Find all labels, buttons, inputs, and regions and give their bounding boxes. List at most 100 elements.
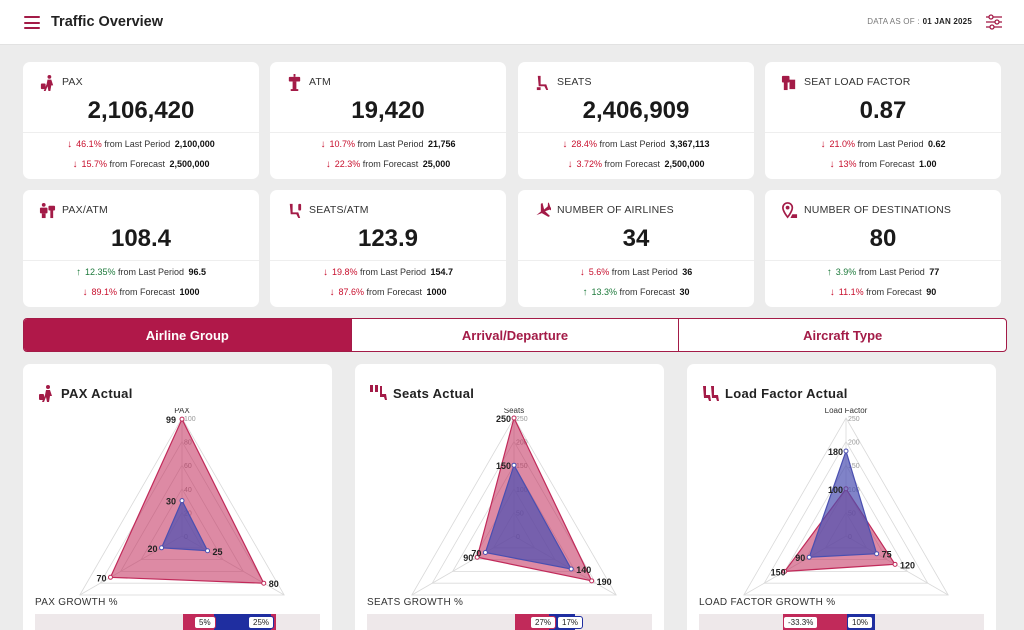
kpi-comparison: ↓ 22.3% from Forecast 25,000 xyxy=(270,159,506,170)
kpi-change-text: from Forecast xyxy=(109,159,165,169)
kpi-comparison: ↓ 87.6% from Forecast 1000 xyxy=(270,287,506,298)
radar-data-point xyxy=(482,550,488,556)
kpi-value: 2,106,420 xyxy=(87,97,195,124)
kpi-change-percent: 13.3% xyxy=(591,287,617,297)
filter-settings-icon[interactable] xyxy=(985,14,1003,30)
control-tower-icon xyxy=(288,73,301,91)
kpi-comparison: ↓ 28.4% from Last Period 3,367,113 xyxy=(518,139,754,150)
kpi-reference-value: 1.00 xyxy=(919,159,937,169)
seat-load-icon xyxy=(781,75,796,90)
radar-data-point xyxy=(179,498,185,504)
radar-data-point xyxy=(474,554,480,560)
divider xyxy=(518,132,754,133)
radar-data-point xyxy=(874,551,880,557)
radar-tick-label: 250 xyxy=(848,416,860,423)
divider xyxy=(518,260,754,261)
divider xyxy=(765,132,1001,133)
kpi-comparison: ↑ 12.35% from Last Period 96.5 xyxy=(23,267,259,278)
kpi-reference-value: 1000 xyxy=(426,287,447,297)
radar-data-label: 70 xyxy=(471,549,481,559)
kpi-change-percent: 12.35% xyxy=(84,267,116,277)
growth-bar-track: 27% 17% xyxy=(367,614,652,630)
radar-data-label: 30 xyxy=(166,497,176,507)
arrow-down-icon: ↓ xyxy=(320,139,326,150)
radar-chart: 020406080100998070302520PAXForecastLP xyxy=(79,408,285,596)
kpi-card[interactable]: NUMBER OF DESTINATIONS 80 ↑ 3.9% from Las… xyxy=(765,190,1001,307)
radar-grid-ring xyxy=(79,417,285,596)
growth-chip-forecast: 25% xyxy=(248,616,275,629)
kpi-comparison: ↑ 13.3% from Forecast 30 xyxy=(518,287,754,298)
load-factor-icon xyxy=(703,386,719,401)
kpi-change-percent: 46.1% xyxy=(76,139,102,149)
tab-aircraft-type[interactable]: Aircraft Type xyxy=(803,327,883,343)
kpi-card[interactable]: SEATS/ATM 123.9 ↓ 19.8% from Last Period … xyxy=(270,190,506,307)
radar-data-label: 99 xyxy=(166,415,176,425)
passenger-luggage-icon xyxy=(39,385,52,402)
divider xyxy=(765,260,1001,261)
kpi-comparison: ↓ 11.1% from Forecast 90 xyxy=(765,287,1001,298)
kpi-comparison: ↓ 10.7% from Last Period 21,756 xyxy=(270,139,506,150)
data-as-of: DATA AS OF :01 JAN 2025 xyxy=(867,17,972,26)
kpi-change-text: from Last Period xyxy=(599,139,666,149)
radar-data-point xyxy=(511,462,517,468)
radar-grid-ring xyxy=(743,417,949,596)
chart-title: Load Factor Actual xyxy=(725,385,848,401)
radar-chart: 0501001502002501001201501807590Load Fact… xyxy=(743,408,949,596)
kpi-change-percent: 13% xyxy=(838,159,857,169)
kpi-label: SEAT LOAD FACTOR xyxy=(804,76,911,88)
tab-arrival-departure[interactable]: Arrival/Departure xyxy=(352,319,680,351)
kpi-card[interactable]: PAX/ATM 108.4 ↑ 12.35% from Last Period 9… xyxy=(23,190,259,307)
kpi-reference-value: 2,100,000 xyxy=(174,139,215,149)
tab-airline-group[interactable]: Airline Group xyxy=(24,319,352,351)
kpi-reference-value: 154.7 xyxy=(430,267,454,277)
radar-tick-label: 150 xyxy=(848,463,860,470)
radar-data-label: 250 xyxy=(496,414,511,424)
kpi-change-text: from Last Period xyxy=(104,139,171,149)
radar-chart-panel: PAX Actual PAX GROWTH % 5%25%02040608010… xyxy=(23,364,332,630)
kpi-value: 80 xyxy=(869,225,897,252)
radar-data-point xyxy=(261,580,267,586)
kpi-change-text: from Forecast xyxy=(866,287,922,297)
kpi-value: 2,406,909 xyxy=(582,97,690,124)
kpi-change-percent: 15.7% xyxy=(81,159,107,169)
radar-data-point xyxy=(205,548,211,554)
radar-chart: 0501001502002502501909015014070SeatsFore… xyxy=(411,408,617,596)
kpi-change-percent: 3.9% xyxy=(835,267,857,277)
kpi-reference-value: 30 xyxy=(679,287,690,297)
kpi-change-percent: 5.6% xyxy=(588,267,610,277)
kpi-card[interactable]: SEATS 2,406,909 ↓ 28.4% from Last Period … xyxy=(518,62,754,179)
growth-chip-actual: -33.3% xyxy=(783,616,819,629)
radar-grid-ring xyxy=(763,440,929,584)
kpi-card[interactable]: SEAT LOAD FACTOR 0.87 ↓ 21.0% from Last P… xyxy=(765,62,1001,179)
radar-data-label: 150 xyxy=(496,461,511,471)
kpi-card[interactable]: ATM 19,420 ↓ 10.7% from Last Period 21,75… xyxy=(270,62,506,179)
kpi-change-text: from Forecast xyxy=(604,159,660,169)
kpi-change-text: from Forecast xyxy=(119,287,175,297)
radar-tick-label: 250 xyxy=(516,416,528,423)
kpi-value: 34 xyxy=(622,225,650,252)
kpi-comparison: ↓ 15.7% from Forecast 2,500,000 xyxy=(23,159,259,170)
radar-data-label: 80 xyxy=(269,579,279,589)
radar-series-forecast xyxy=(160,499,209,552)
kpi-card[interactable]: PAX 2,106,420 ↓ 46.1% from Last Period 2,… xyxy=(23,62,259,179)
growth-chip-actual: 27% xyxy=(530,616,557,629)
arrow-down-icon: ↓ xyxy=(829,159,835,170)
divider xyxy=(23,260,259,261)
kpi-comparison: ↓ 21.0% from Last Period 0.62 xyxy=(765,139,1001,150)
radar-data-label: 180 xyxy=(828,447,843,457)
hamburger-menu-icon[interactable] xyxy=(24,16,40,29)
arrow-down-icon: ↓ xyxy=(329,287,335,298)
seat-icon xyxy=(536,75,549,90)
kpi-card[interactable]: NUMBER OF AIRLINES 34 ↓ 5.6% from Last Pe… xyxy=(518,190,754,307)
radar-data-label: 75 xyxy=(882,550,892,560)
kpi-reference-value: 77 xyxy=(929,267,940,277)
kpi-comparison: ↓ 19.8% from Last Period 154.7 xyxy=(270,267,506,278)
data-as-of-date: 01 JAN 2025 xyxy=(922,17,972,26)
top-bar: Traffic Overview DATA AS OF :01 JAN 2025 xyxy=(0,0,1024,45)
passenger-luggage-icon xyxy=(40,74,54,91)
airplane-icon xyxy=(536,202,551,217)
radar-data-point xyxy=(511,415,517,421)
radar-data-label: 25 xyxy=(213,547,223,557)
growth-bar-track: 5% 25% xyxy=(35,614,320,630)
growth-bar-track: -33.3% 10% xyxy=(699,614,984,630)
